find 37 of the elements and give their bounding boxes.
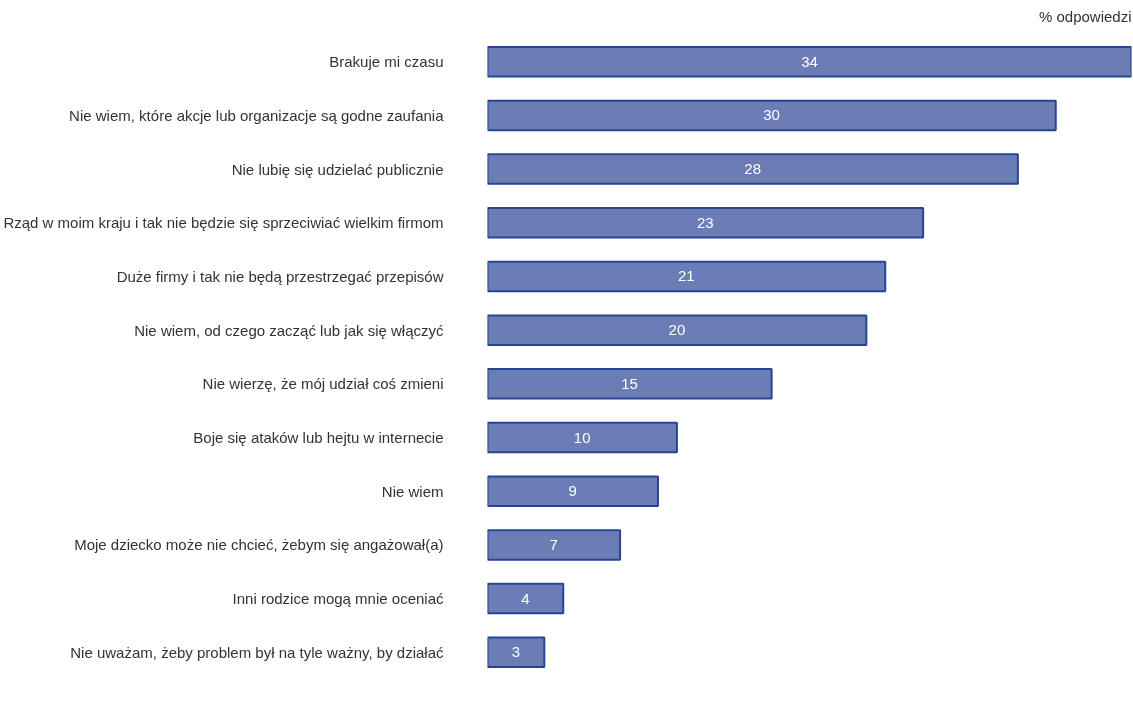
y-tick-label: Brakuje mi czasu (329, 53, 444, 71)
bar (487, 582, 565, 615)
data-label: 34 (801, 52, 818, 70)
y-tick-label: Boje się ataków lub hejtu w internecie (193, 429, 444, 447)
y-tick-label: Rząd w moim kraju i tak nie będzie się sprzeciwiać wielkim firmom (3, 214, 444, 232)
bar (487, 153, 1019, 185)
data-label: 3 (511, 643, 521, 661)
y-tick-label: Nie wiem (381, 482, 444, 500)
data-label: 28 (744, 160, 762, 178)
x-axis-title: % odpowiedzi (1038, 7, 1132, 25)
bar (487, 475, 659, 507)
bar (487, 421, 678, 454)
data-label: 4 (521, 589, 530, 607)
y-tick-label: Inni rodzice mogą mnie oceniać (232, 590, 444, 608)
data-label: 23 (696, 213, 714, 231)
y-tick-label: Duże firmy i tak nie będą przestrzegać przepisów (116, 267, 444, 285)
bar (487, 207, 925, 239)
bar (487, 314, 868, 346)
data-label: 15 (621, 374, 638, 392)
y-tick-label: Nie wiem, od czego zacząć lub jak się włączyć (134, 321, 444, 339)
y-tick-label: Nie wiem, które akcje lub organizacje są godne zaufania (69, 106, 445, 124)
bar (487, 636, 546, 669)
data-label: 7 (549, 535, 558, 553)
bar (487, 368, 773, 400)
bar (487, 45, 1132, 78)
bar (487, 260, 887, 293)
y-tick-label: Nie uważam, żeby problem był na tyle ważny, by działać (70, 643, 444, 661)
y-tick-label: Moje dziecko może nie chcieć, żebym się angażował(a) (74, 536, 444, 554)
bar (487, 529, 622, 561)
y-tick-label: Nie lubię się udzielać publicznie (231, 160, 444, 178)
data-label: 10 (573, 428, 591, 446)
data-label: 9 (568, 482, 577, 500)
data-label: 30 (763, 106, 780, 124)
data-label: 21 (678, 267, 695, 285)
data-label: 20 (668, 321, 686, 339)
bar (487, 99, 1057, 132)
y-tick-label: Nie wierzę, że mój udział coś zmieni (202, 375, 444, 393)
